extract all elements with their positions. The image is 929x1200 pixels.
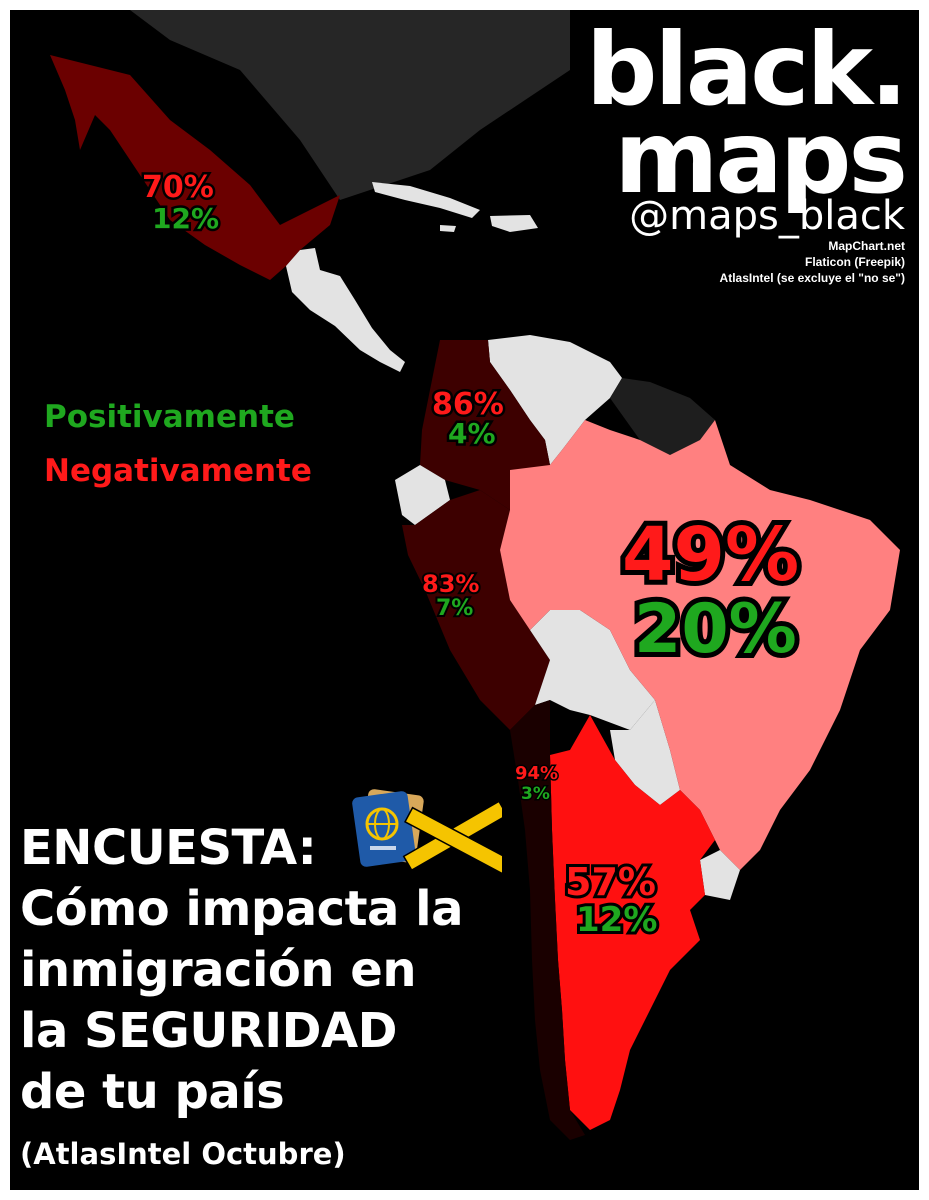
chile-negative-value: 94% [513,763,559,784]
title-line: inmigración en [20,942,417,998]
region-cuba [372,182,480,218]
legend-positive: Positivamente [44,399,295,435]
region-chile [510,700,585,1140]
region-uruguay [700,850,740,900]
crime-scene-tape-icon [402,800,502,875]
legend-negative: Negativamente [44,453,312,489]
passport-icon [352,789,424,867]
credits: MapChart.net Flaticon (Freepik) AtlasInt… [720,238,905,286]
peru-negative-value: 83% [420,570,481,598]
region-argentina [550,715,715,1130]
title-line: Cómo impacta la [20,881,463,937]
title-line: la SEGURIDAD [20,1003,397,1059]
brand-handle: @maps_black [629,193,905,239]
region-colombia [420,340,550,510]
map-frame: black. maps @maps_black MapChart.net Fla… [10,10,919,1190]
chile-positive-value: 3% [520,784,552,804]
credit-line: MapChart.net [828,239,905,253]
map-svg [50,10,900,1140]
region-peru [402,490,550,730]
survey-subtitle: (AtlasIntel Octubre) [20,1137,346,1171]
region-hispaniola [490,215,538,232]
peru-positive-value: 7% [434,596,475,622]
region-usa [130,10,570,200]
brazil-positive-value: 20% [629,590,802,669]
title-line: de tu país [20,1064,285,1120]
survey-title: ENCUESTA: Cómo impacta la inmigración en… [20,818,463,1123]
brazil-negative-value: 49% [617,512,804,598]
region-guianas [610,378,715,455]
title-line: ENCUESTA: [20,820,317,876]
region-bolivia [530,610,655,730]
region-central-america [286,248,405,372]
colombia-positive-value: 4% [446,417,498,450]
credit-line: AtlasIntel (se excluye el "no se") [719,271,905,285]
region-venezuela [488,335,622,465]
mexico-negative-value: 70% [140,170,217,205]
region-jamaica [440,225,456,232]
argentina-negative-value: 57% [562,860,659,904]
argentina-positive-value: 12% [573,900,660,940]
region-mexico [50,55,340,280]
region-ecuador [395,465,450,525]
region-paraguay [610,700,680,805]
credit-line: Flaticon (Freepik) [804,255,905,269]
colombia-negative-value: 86% [430,387,507,422]
brand-line1: black. [585,11,908,128]
region-brazil [500,420,900,870]
brand-line2: maps [614,99,908,216]
mexico-positive-value: 12% [149,202,221,235]
